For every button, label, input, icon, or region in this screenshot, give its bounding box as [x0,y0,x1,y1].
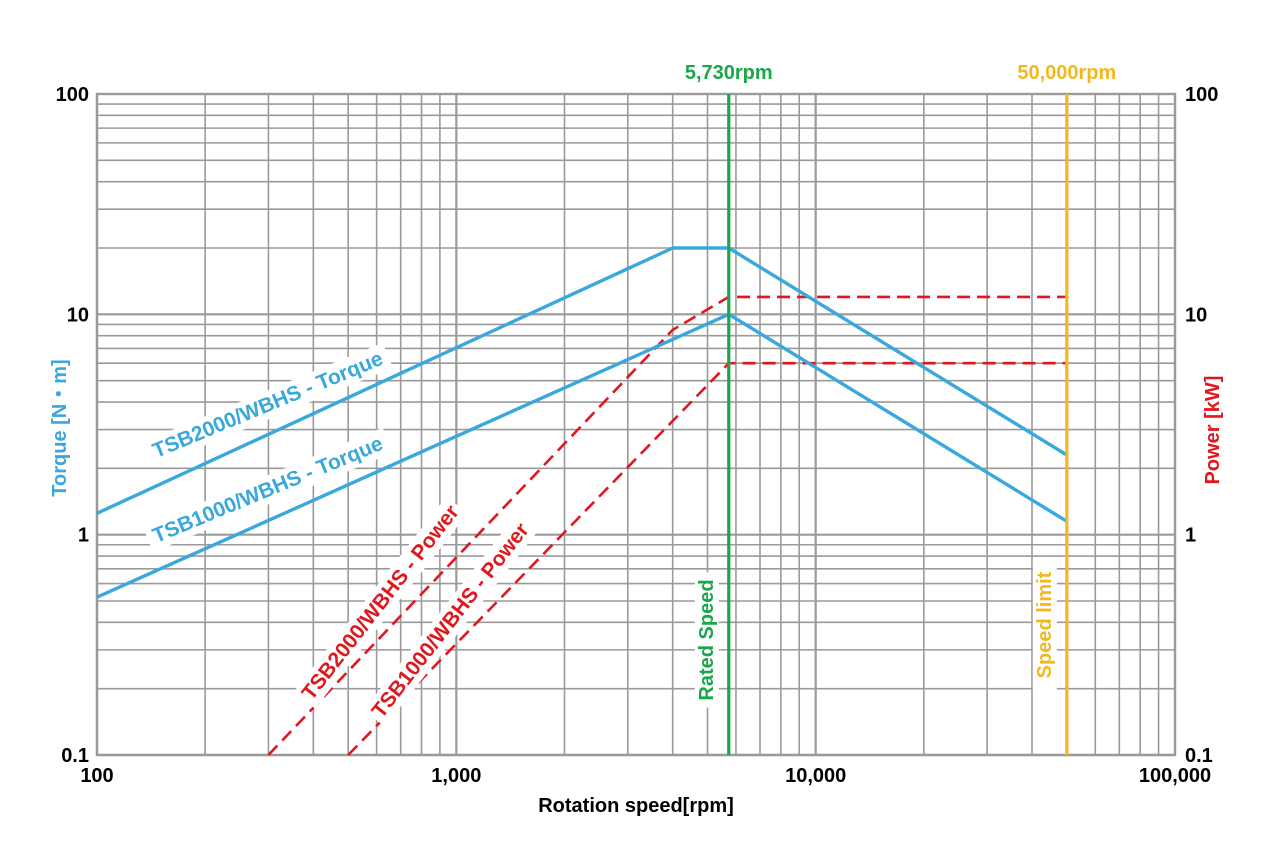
grid-minor-lines [97,94,1175,755]
series-label-bg [142,427,393,553]
y-axis-left-title: Torque [N・m] [49,359,71,496]
y-left-tick-label: 1 [78,525,89,547]
y-right-tick-label: 0.1 [1185,745,1213,767]
marker-value-rated-speed: 5,730rpm [685,62,773,84]
x-tick-label: 10,000 [785,765,846,787]
y-right-tick-label: 1 [1185,525,1196,547]
y-axis-right-title: Power [kW] [1202,376,1224,485]
marker-value-speed-limit: 50,000rpm [1017,62,1116,84]
marker-name-speed-limit: Speed limit [1034,571,1056,678]
series-label-bg [142,342,393,468]
y-right-tick-label: 100 [1185,84,1218,106]
series-line-tsb1000-wbhs-torque [96,312,1068,599]
grid-major-lines [95,92,1177,757]
plot-frame [95,92,1177,757]
marker-name-group-rated-speed: Rated Speed [694,572,719,708]
series-label-group-tsb1000-wbhs-power: TSB1000/WBHS - Power [363,514,538,727]
marker-name-rated-speed: Rated Speed [696,579,718,700]
y-left-tick-label: 10 [67,304,89,326]
speed-marker-group: 5,730rpm Rated Speed 50,000rpm Speed limit [685,62,1116,755]
series-label-bg [363,514,538,727]
series-label-group-tsb2000-wbhs-power: TSB2000/WBHS - Power [293,496,468,709]
series-label-tsb1000-wbhs-power: TSB1000/WBHS - Power [368,519,534,723]
series-line-tsb2000-wbhs-torque [96,246,1068,515]
series-label-bg [293,496,468,709]
marker-name-bg [1032,557,1057,693]
y-right-tick-label: 10 [1185,304,1207,326]
series-line-tsb2000-wbhs-power [267,295,1067,756]
marker-name-bg [694,572,719,708]
x-tick-label: 1,000 [431,765,481,787]
x-axis-title: Rotation speed[rpm] [538,795,734,817]
marker-name-group-speed-limit: Speed limit [1032,557,1057,693]
y-left-tick-label: 100 [56,84,89,106]
x-tick-label: 100,000 [1139,765,1211,787]
y-left-tick-label: 0.1 [61,745,89,767]
series-label-tsb2000-wbhs-power: TSB2000/WBHS - Power [298,501,464,705]
x-tick-label: 100 [80,765,113,787]
